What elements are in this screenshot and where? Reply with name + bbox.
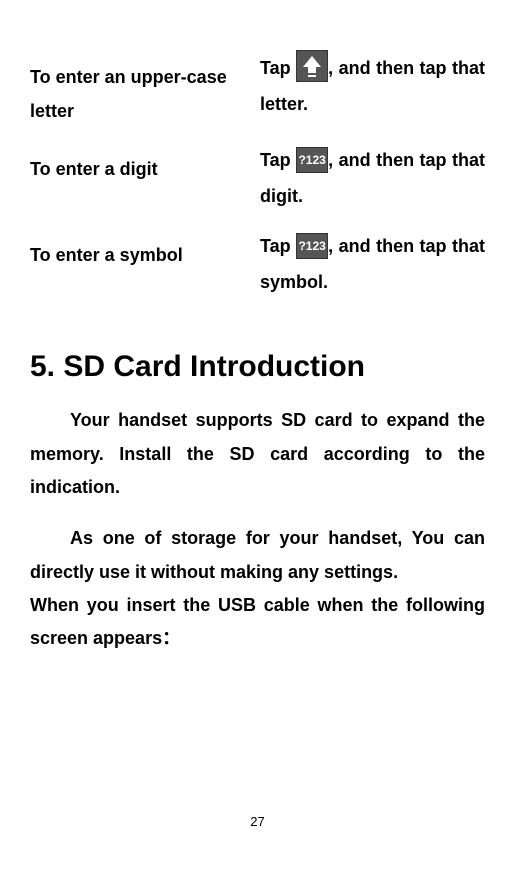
- body-paragraph: As one of storage for your handset, You …: [30, 522, 485, 655]
- instruction-label: To enter a symbol: [30, 228, 240, 272]
- instruction-label: To enter an upper-case letter: [30, 50, 240, 128]
- para-text: When you insert the USB cable when the f…: [30, 595, 485, 648]
- para-text: As one of storage for your handset, You …: [30, 528, 485, 581]
- instruction-table: To enter an upper-case letter Tap , and …: [30, 50, 485, 300]
- shift-key-icon: [296, 50, 328, 82]
- instruction-text: Tap , and then tap that letter.: [260, 50, 485, 122]
- table-row: To enter an upper-case letter Tap , and …: [30, 50, 485, 128]
- table-row: To enter a symbol Tap ?123, and then tap…: [30, 228, 485, 300]
- num-key-icon: ?123: [296, 233, 328, 259]
- para-text: Your handset supports SD card to expand …: [30, 410, 485, 497]
- body-paragraph: Your handset supports SD card to expand …: [30, 404, 485, 504]
- tap-word: Tap: [260, 150, 296, 170]
- document-page: To enter an upper-case letter Tap , and …: [0, 0, 515, 869]
- instruction-text: Tap ?123, and then tap that symbol.: [260, 228, 485, 300]
- tap-word: Tap: [260, 236, 296, 256]
- section-heading: 5. SD Card Introduction: [30, 350, 485, 384]
- instruction-label: To enter a digit: [30, 142, 240, 186]
- page-number: 27: [0, 814, 515, 829]
- num-key-icon: ?123: [296, 147, 328, 173]
- instruction-text: Tap ?123, and then tap that digit.: [260, 142, 485, 214]
- table-row: To enter a digit Tap ?123, and then tap …: [30, 142, 485, 214]
- tap-word: Tap: [260, 58, 296, 78]
